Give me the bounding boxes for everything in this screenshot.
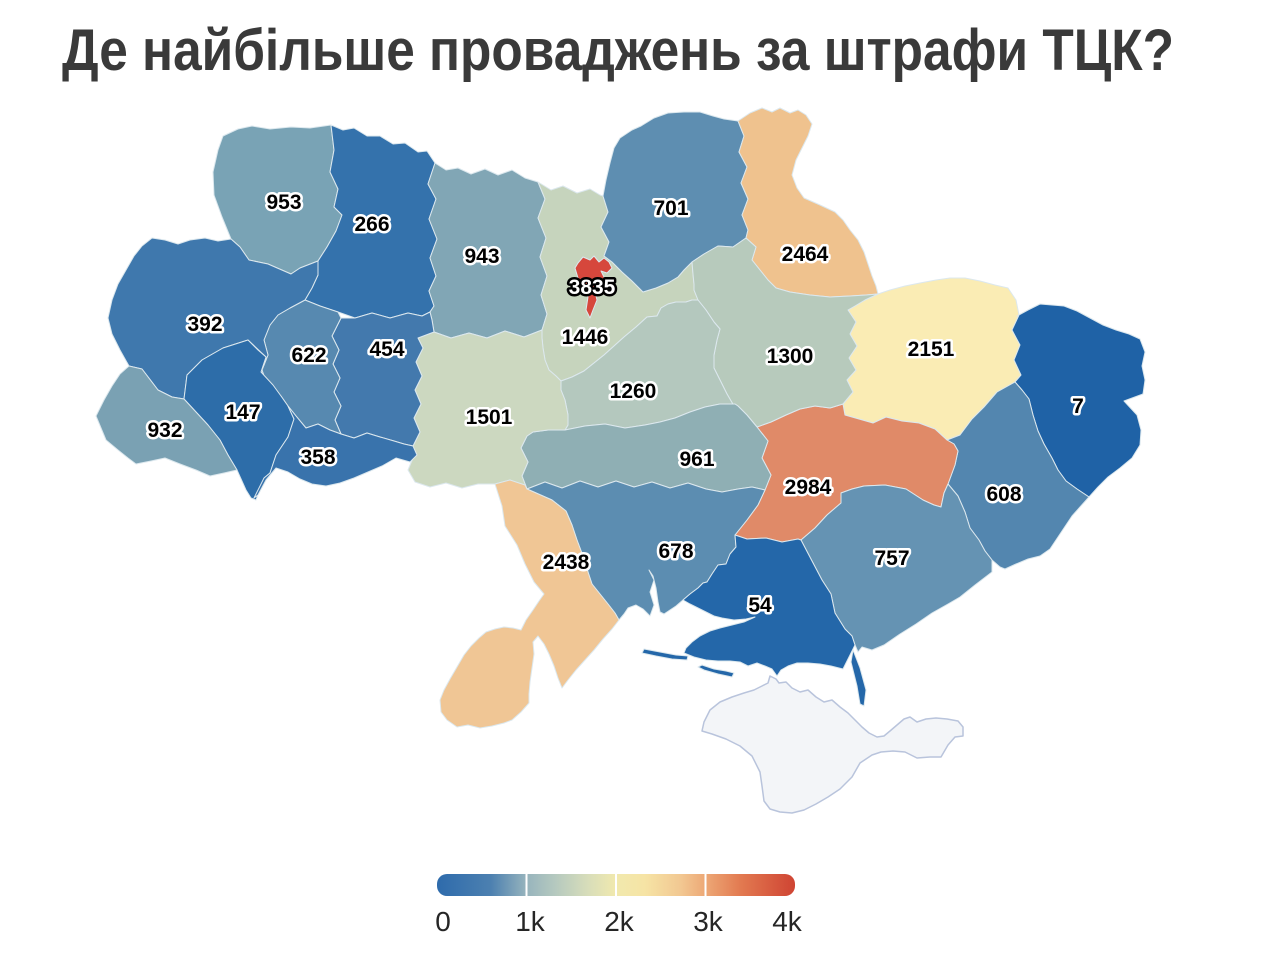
svg-text:757: 757 bbox=[874, 547, 909, 570]
svg-text:2k: 2k bbox=[604, 906, 635, 937]
svg-text:4k: 4k bbox=[772, 906, 803, 937]
svg-text:2151: 2151 bbox=[908, 338, 955, 361]
svg-text:3k: 3k bbox=[693, 906, 724, 937]
svg-text:454: 454 bbox=[369, 338, 404, 361]
svg-text:701: 701 bbox=[653, 197, 688, 220]
svg-text:392: 392 bbox=[187, 313, 222, 336]
svg-text:608: 608 bbox=[986, 483, 1021, 506]
svg-text:943: 943 bbox=[464, 245, 499, 268]
svg-text:622: 622 bbox=[291, 344, 326, 367]
svg-text:7: 7 bbox=[1072, 395, 1084, 418]
svg-text:932: 932 bbox=[147, 419, 182, 442]
svg-text:1300: 1300 bbox=[767, 345, 814, 368]
svg-text:961: 961 bbox=[679, 448, 714, 471]
svg-text:678: 678 bbox=[658, 540, 693, 563]
svg-text:1501: 1501 bbox=[466, 406, 513, 429]
svg-text:358: 358 bbox=[300, 446, 335, 469]
svg-text:3835: 3835 bbox=[569, 276, 616, 299]
svg-text:147: 147 bbox=[225, 401, 260, 424]
svg-text:2984: 2984 bbox=[785, 476, 832, 499]
svg-text:54: 54 bbox=[748, 594, 772, 617]
svg-text:0: 0 bbox=[435, 906, 451, 937]
svg-text:266: 266 bbox=[354, 213, 389, 236]
svg-text:953: 953 bbox=[266, 191, 301, 214]
svg-text:2464: 2464 bbox=[782, 243, 829, 266]
svg-text:1k: 1k bbox=[515, 906, 546, 937]
svg-text:2438: 2438 bbox=[543, 551, 590, 574]
svg-text:1260: 1260 bbox=[610, 380, 657, 403]
svg-text:1446: 1446 bbox=[562, 326, 609, 349]
